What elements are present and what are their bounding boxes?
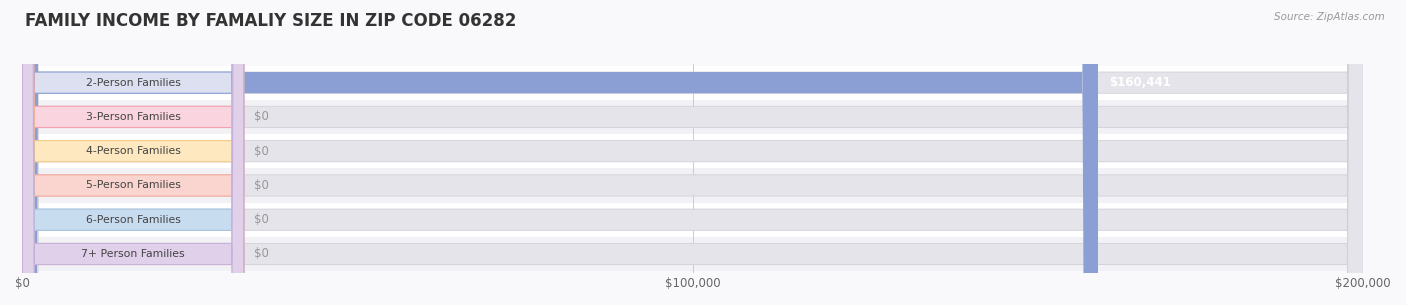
Text: $0: $0: [254, 247, 270, 260]
Bar: [22, 66, 1364, 100]
Text: $160,441: $160,441: [1109, 76, 1171, 89]
Text: $0: $0: [254, 179, 270, 192]
FancyBboxPatch shape: [22, 0, 243, 305]
Bar: [22, 168, 1364, 203]
Text: FAMILY INCOME BY FAMALIY SIZE IN ZIP CODE 06282: FAMILY INCOME BY FAMALIY SIZE IN ZIP COD…: [25, 12, 516, 30]
Text: 2-Person Families: 2-Person Families: [86, 78, 180, 88]
Text: $0: $0: [254, 110, 270, 124]
Bar: [22, 237, 1364, 271]
Bar: [22, 203, 1364, 237]
Text: 3-Person Families: 3-Person Families: [86, 112, 180, 122]
FancyBboxPatch shape: [22, 0, 243, 305]
FancyBboxPatch shape: [22, 0, 1098, 305]
FancyBboxPatch shape: [22, 0, 243, 305]
FancyBboxPatch shape: [22, 0, 243, 305]
Bar: [22, 134, 1364, 168]
Text: Source: ZipAtlas.com: Source: ZipAtlas.com: [1274, 12, 1385, 22]
Text: 7+ Person Families: 7+ Person Families: [82, 249, 184, 259]
FancyBboxPatch shape: [22, 0, 1364, 305]
Bar: [22, 100, 1364, 134]
FancyBboxPatch shape: [22, 0, 1364, 305]
Text: 4-Person Families: 4-Person Families: [86, 146, 180, 156]
Text: $0: $0: [254, 145, 270, 158]
FancyBboxPatch shape: [22, 0, 243, 305]
FancyBboxPatch shape: [22, 0, 1364, 305]
FancyBboxPatch shape: [22, 0, 1364, 305]
FancyBboxPatch shape: [22, 0, 1364, 305]
FancyBboxPatch shape: [22, 0, 243, 305]
Text: $0: $0: [254, 213, 270, 226]
Text: 6-Person Families: 6-Person Families: [86, 215, 180, 225]
Text: 5-Person Families: 5-Person Families: [86, 181, 180, 190]
FancyBboxPatch shape: [22, 0, 1364, 305]
